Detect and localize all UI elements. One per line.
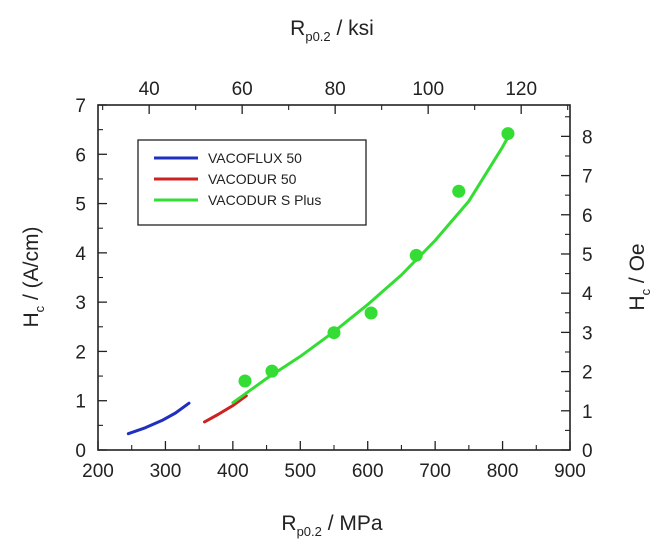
legend-label: VACOFLUX 50 — [208, 150, 302, 166]
y2-tick-label: 5 — [582, 245, 593, 266]
data-point — [238, 374, 252, 388]
series-line — [203, 394, 248, 424]
y2-tick-label: 2 — [582, 363, 593, 384]
x2-tick-label: 80 — [325, 79, 346, 100]
x2-tick-label: 60 — [232, 79, 253, 100]
y-axis-label: Hc / (A/cm) — [20, 227, 47, 328]
x-tick-label: 200 — [82, 461, 114, 482]
y2-tick-label: 3 — [582, 323, 593, 344]
x-tick-label: 800 — [487, 461, 519, 482]
y-axis-left: 0 1 2 3 4 5 6 7 — [75, 96, 107, 462]
y-tick-label: 5 — [75, 195, 86, 216]
x2-tick-label: 100 — [412, 79, 444, 100]
y-tick-label: 3 — [75, 293, 86, 314]
y-tick-label: 4 — [75, 244, 86, 265]
data-point — [364, 306, 378, 320]
legend: VACOFLUX 50 VACODUR 50 VACODUR S Plus — [137, 139, 367, 226]
y-tick-label: 7 — [75, 96, 86, 117]
data-point — [501, 127, 515, 141]
x-axis-top: 40 60 80 100 120 — [102, 79, 569, 114]
y2-tick-label: 8 — [582, 127, 593, 148]
y-tick-label: 0 — [75, 441, 86, 462]
y-axis-right: 0 1 2 3 4 5 6 7 8 — [561, 116, 593, 462]
x-tick-label: 400 — [217, 461, 249, 482]
series-line — [126, 401, 191, 436]
y-tick-label: 6 — [75, 145, 86, 166]
x2-axis-label: Rp0.2 / ksi — [290, 17, 374, 44]
series-layer — [126, 127, 515, 436]
data-point — [452, 184, 466, 198]
x-tick-label: 900 — [554, 461, 586, 482]
y2-tick-label: 6 — [582, 206, 593, 227]
x-tick-label: 700 — [419, 461, 451, 482]
y2-axis-label: Hc / Oe — [626, 243, 653, 310]
legend-box — [137, 139, 367, 226]
y2-tick-label: 0 — [582, 441, 593, 462]
x-tick-label: 600 — [352, 461, 384, 482]
y-tick-label: 1 — [75, 392, 86, 413]
legend-label: VACODUR S Plus — [208, 192, 321, 208]
data-point — [265, 364, 279, 378]
x-tick-label: 500 — [284, 461, 316, 482]
x-tick-label: 300 — [150, 461, 182, 482]
legend-label: VACODUR 50 — [208, 171, 297, 187]
data-point — [409, 248, 423, 262]
x2-tick-label: 120 — [505, 79, 537, 100]
x2-tick-label: 40 — [139, 79, 160, 100]
x-axis-label: Rp0.2 / MPa — [281, 512, 382, 539]
y-tick-label: 2 — [75, 342, 86, 363]
data-point — [327, 326, 341, 340]
series-line — [231, 130, 513, 405]
y2-tick-label: 1 — [582, 402, 593, 423]
x-axis-bottom: 200 300 400 500 600 700 800 900 — [82, 441, 586, 482]
y2-tick-label: 4 — [582, 284, 593, 305]
y2-tick-label: 7 — [582, 167, 593, 188]
